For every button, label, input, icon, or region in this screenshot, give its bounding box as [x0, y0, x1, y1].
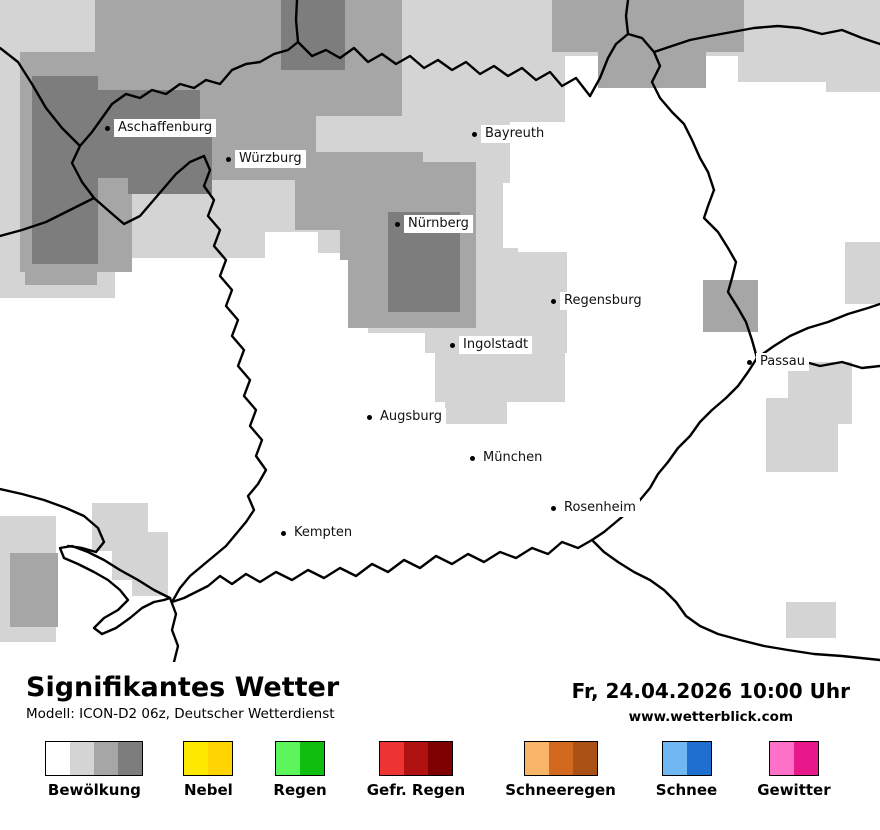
legend-color-cell [662, 742, 687, 775]
legend-color-cell [70, 742, 95, 775]
footer-header: Signifikantes Wetter Modell: ICON-D2 06z… [26, 672, 850, 725]
legend-swatch-regen [275, 741, 326, 776]
legend-swatch-schnee [661, 741, 712, 776]
city-marker: München [470, 449, 547, 467]
border-northeast [588, 0, 880, 192]
page-title: Signifikantes Wetter [26, 672, 340, 703]
city-label: Ingolstadt [459, 336, 533, 354]
city-dot [472, 131, 477, 137]
legend-color-cell [793, 742, 818, 775]
city-marker: Nürnberg [395, 215, 473, 233]
legend-group-gefr-regen: Gefr. Regen [366, 741, 466, 799]
forecast-datetime: Fr, 24.04.2026 10:00 Uhr [571, 679, 850, 703]
city-marker: Augsburg [367, 408, 447, 426]
city-marker: Würzburg [226, 150, 306, 168]
legend-group-regen: Regen [273, 741, 327, 799]
legend-label-gewitter: Gewitter [757, 781, 831, 799]
legend-color-cell [686, 742, 711, 775]
city-marker: Passau [747, 353, 809, 371]
footer-right: Fr, 24.04.2026 10:00 Uhr www.wetterblick… [572, 672, 850, 725]
legend-group-bewoelkung: Bewölkung [45, 741, 144, 799]
legend-color-cell [184, 742, 209, 775]
legend-color-cell [427, 742, 452, 775]
legend-color-cell [548, 742, 573, 775]
city-dot [450, 342, 455, 348]
legend-color-cell [300, 742, 325, 775]
city-dot [395, 221, 400, 227]
city-label: Kempten [290, 524, 357, 542]
weather-map-svg [0, 0, 880, 662]
city-dot [281, 530, 286, 536]
legend-label-schnee: Schnee [655, 781, 718, 799]
border-north [296, 40, 592, 98]
legend-color-cell [403, 742, 428, 775]
legend-color-cell [208, 742, 233, 775]
legend-group-schneeregen: Schneeregen [505, 741, 616, 799]
city-label: Würzburg [235, 150, 306, 168]
legend-color-cell [379, 742, 404, 775]
city-marker: Regensburg [551, 292, 646, 310]
city-dot [105, 125, 110, 131]
city-dot [226, 156, 231, 162]
legend-label-nebel: Nebel [184, 781, 233, 799]
border-south-alps [170, 356, 759, 604]
city-label: Nürnberg [404, 215, 473, 233]
border-west [170, 154, 268, 604]
legend-label-schneeregen: Schneeregen [505, 781, 616, 799]
legend-swatch-gewitter [768, 741, 819, 776]
city-dot [551, 505, 556, 511]
legend-label-regen: Regen [273, 781, 327, 799]
legend-swatch-schneeregen [523, 741, 598, 776]
legend-color-cell [524, 742, 549, 775]
city-marker: Kempten [281, 524, 357, 542]
city-marker: Ingolstadt [450, 336, 533, 354]
city-label: Rosenheim [560, 499, 640, 517]
legend-color-cell [572, 742, 597, 775]
model-info: Modell: ICON-D2 06z, Deutscher Wetterdie… [26, 706, 335, 723]
city-dot [747, 359, 752, 365]
city-marker: Aschaffenburg [105, 119, 217, 137]
city-dot [367, 414, 372, 420]
city-marker: Rosenheim [551, 499, 640, 517]
legend-swatch-bewoelkung [45, 741, 144, 776]
city-label: Bayreuth [481, 125, 549, 143]
legend-group-gewitter: Gewitter [757, 741, 831, 799]
city-dot [551, 298, 556, 304]
legend-group-nebel: Nebel [183, 741, 234, 799]
city-label: Augsburg [376, 408, 447, 426]
legend-swatch-nebel [183, 741, 234, 776]
legend-color-cell [94, 742, 119, 775]
website-url: www.wetterblick.com [628, 709, 794, 725]
weather-map: Aschaffenburg Würzburg Bayreuth Nürnberg Reg… [0, 0, 880, 662]
border-lake-constance [0, 487, 180, 662]
legend: Bewölkung Nebel Regen Gefr. Regen Schneerege… [26, 741, 850, 799]
city-label: Regensburg [560, 292, 646, 310]
legend-color-cell [769, 742, 794, 775]
legend-label-bewoelkung: Bewölkung [47, 781, 141, 799]
border-bottom-right [590, 538, 880, 662]
legend-swatch-gefr-regen [378, 741, 453, 776]
legend-color-cell [276, 742, 301, 775]
legend-label-gefr-regen: Gefr. Regen [366, 781, 466, 799]
city-label: Aschaffenburg [114, 119, 217, 137]
border-lines [0, 0, 880, 662]
legend-color-cell [46, 742, 71, 775]
footer: Signifikantes Wetter Modell: ICON-D2 06z… [0, 662, 880, 799]
legend-color-cell [118, 742, 143, 775]
city-label: Passau [756, 353, 809, 371]
city-label: München [479, 449, 547, 467]
legend-group-schnee: Schnee [656, 741, 717, 799]
border-northwest [0, 0, 300, 238]
footer-left: Signifikantes Wetter Modell: ICON-D2 06z… [26, 672, 339, 722]
city-dot [470, 455, 475, 461]
city-marker: Bayreuth [472, 125, 549, 143]
